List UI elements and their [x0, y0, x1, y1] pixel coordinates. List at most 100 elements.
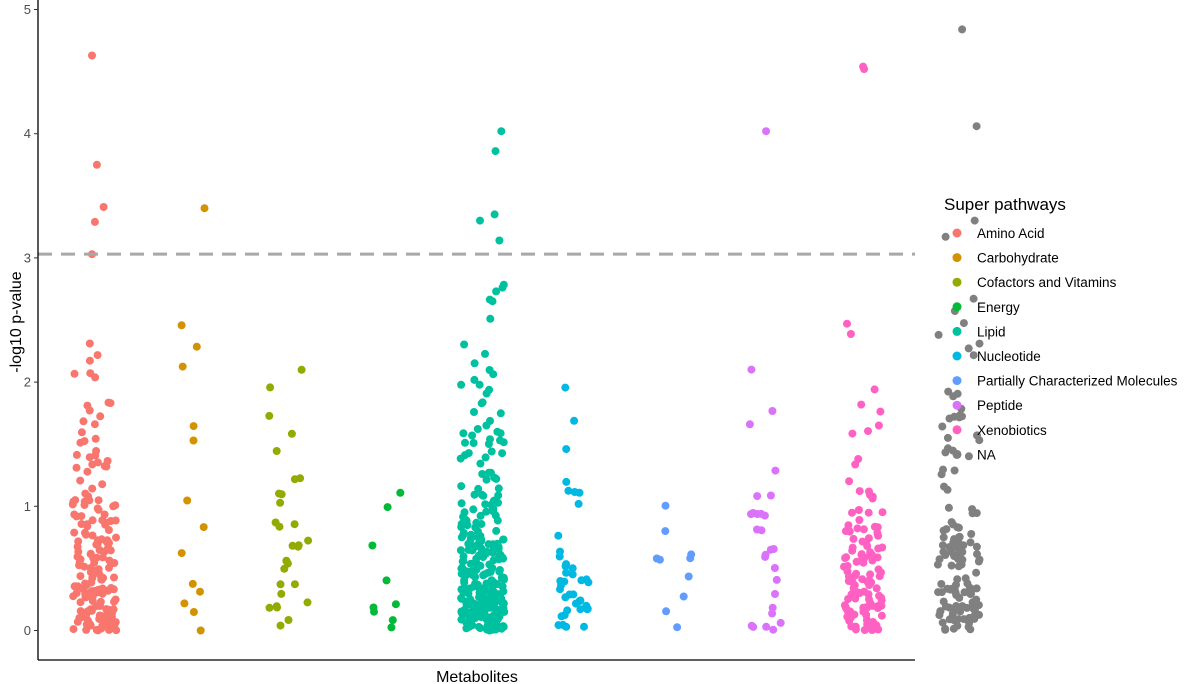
data-point [468, 431, 477, 440]
y-tick-label: 2 [24, 375, 31, 390]
data-point [474, 622, 483, 631]
data-point [494, 491, 503, 500]
data-point [189, 422, 198, 431]
data-point [757, 526, 766, 535]
data-point [848, 546, 857, 555]
data-point [459, 588, 468, 597]
data-point [966, 538, 975, 547]
data-point [387, 623, 396, 632]
legend-item-label: Xenobiotics [977, 423, 1047, 438]
data-point [687, 550, 696, 559]
data-point [457, 594, 466, 603]
data-point [459, 429, 468, 438]
data-point [854, 455, 863, 463]
y-tick-label: 0 [24, 623, 31, 638]
data-point [92, 447, 101, 455]
data-point [583, 605, 592, 614]
data-point [771, 466, 780, 475]
data-point [105, 624, 114, 633]
data-point [954, 544, 963, 553]
data-point [967, 530, 976, 538]
data-points [68, 25, 984, 635]
data-point [762, 622, 771, 631]
data-point [304, 536, 313, 545]
data-point [276, 621, 285, 630]
data-point [476, 459, 485, 468]
data-point [753, 492, 762, 501]
data-point [938, 422, 947, 431]
data-point [91, 434, 100, 443]
data-point [296, 474, 305, 483]
data-point [846, 330, 855, 338]
data-point [934, 330, 943, 339]
significant-point [491, 147, 500, 156]
data-point [469, 505, 478, 514]
significant-point [88, 51, 96, 60]
data-point [477, 520, 486, 528]
data-point [571, 599, 580, 608]
legend-swatch [952, 351, 962, 361]
data-point [853, 524, 862, 533]
data-point [74, 547, 83, 556]
data-point [857, 400, 866, 409]
data-point [476, 511, 485, 520]
data-point [469, 439, 478, 447]
data-point [189, 608, 198, 616]
data-point [470, 359, 479, 368]
data-point [482, 421, 491, 430]
data-point [70, 528, 79, 537]
data-point [492, 287, 501, 296]
data-point [570, 488, 579, 496]
data-point [973, 550, 981, 559]
data-point [481, 349, 489, 358]
data-point [489, 578, 498, 587]
data-point [975, 339, 984, 348]
data-point [870, 522, 879, 531]
data-point [843, 612, 852, 621]
data-point [855, 516, 864, 524]
data-point [969, 294, 978, 303]
data-point [562, 622, 571, 631]
data-point [769, 625, 778, 634]
data-point [557, 581, 565, 590]
data-point [661, 527, 670, 536]
data-point [101, 520, 110, 529]
x-axis-label: Metabolites [436, 669, 518, 684]
data-point [180, 599, 189, 608]
data-point [554, 621, 563, 630]
data-point [83, 607, 92, 616]
data-point [958, 412, 966, 421]
data-point [488, 297, 497, 306]
data-point [83, 522, 92, 531]
data-point [943, 433, 952, 442]
data-point [277, 589, 286, 598]
legend-swatch [952, 400, 962, 410]
legend-swatch [952, 253, 962, 263]
data-point [484, 540, 493, 549]
data-point [470, 572, 479, 581]
data-point [949, 520, 957, 529]
data-point [844, 577, 853, 585]
data-point [655, 555, 664, 564]
data-point [483, 615, 492, 624]
data-point [965, 613, 974, 622]
data-point [461, 438, 469, 447]
data-point [874, 421, 883, 430]
data-point [177, 321, 186, 330]
data-point [70, 369, 79, 378]
data-point [188, 579, 197, 588]
data-point [192, 342, 201, 351]
data-point [770, 564, 779, 572]
data-point [554, 531, 563, 540]
data-point [877, 611, 886, 620]
data-point [462, 624, 471, 633]
data-point [487, 447, 496, 456]
data-point [69, 625, 78, 634]
legend: Super pathways Amino Acid Carbohydrate Cof… [944, 195, 1178, 462]
data-point [288, 541, 297, 550]
data-point [473, 425, 482, 433]
data-point [284, 616, 293, 624]
data-point [457, 519, 466, 528]
data-point [272, 447, 281, 455]
